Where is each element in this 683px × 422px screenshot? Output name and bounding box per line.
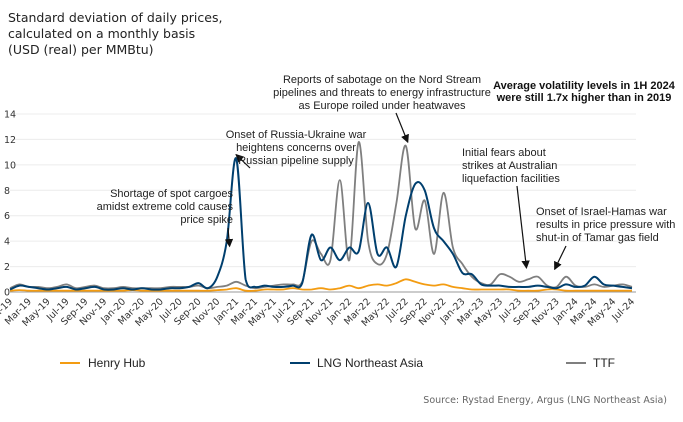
annotation-nordstream-line-2: pipelines and threats to energy infrastr…	[273, 87, 491, 99]
chart-title-line-1: Standard deviation of daily prices,	[8, 10, 223, 25]
annotation-nordstream-line-1: Reports of sabotage on the Nord Stream	[283, 74, 481, 86]
y-tick-label: 14	[4, 110, 16, 121]
y-tick-label: 0	[4, 288, 10, 299]
annotation-spot-line-2: amidst extreme cold causes	[97, 201, 234, 213]
legend: Henry Hub LNG Northeast Asia TTF	[60, 356, 615, 370]
annotation-australia-line-2: strikes at Australian	[462, 160, 557, 172]
x-axis-ticks: Jan-19Mar-19May-19Jul-19Sep-19Nov-19Jan-…	[0, 296, 637, 329]
legend-label-ttf: TTF	[593, 356, 615, 370]
y-tick-label: 12	[4, 135, 16, 146]
annotation-ukraine-line-1: Onset of Russia-Ukraine war	[226, 129, 367, 141]
y-tick-label: 4	[4, 237, 10, 248]
arrow-israel	[554, 245, 567, 271]
annotation-volatility-line-1: Average volatility levels in 1H 2024	[493, 80, 676, 92]
annotation-nordstream-line-3: as Europe roiled under heatwaves	[299, 100, 466, 112]
annotation-spot-line-3: price spike	[180, 214, 233, 226]
annotation-australia-line-3: liquefaction facilities	[462, 173, 560, 185]
y-tick-label: 8	[4, 186, 10, 197]
annotation-spot-line-1: Shortage of spot cargoes	[110, 188, 233, 200]
legend-label-henry-hub: Henry Hub	[88, 356, 146, 370]
arrow-spot	[224, 227, 234, 248]
chart-title-line-2: calculated on a monthly basis	[8, 26, 196, 41]
series-line-lng-northeast-asia	[9, 157, 633, 291]
annotation-ukraine: Onset of Russia-Ukraine war heightens co…	[226, 129, 367, 167]
arrow-ukraine	[235, 153, 251, 169]
series-lines	[9, 141, 633, 292]
annotation-ukraine-line-3: Russian pipeline supply	[238, 155, 354, 167]
annotation-israel: Onset of Israel-Hamas war results in pri…	[536, 206, 675, 244]
annotation-spot: Shortage of spot cargoes amidst extreme …	[97, 188, 234, 226]
annotation-nordstream: Reports of sabotage on the Nord Stream p…	[273, 74, 491, 112]
series-line-henry-hub	[9, 278, 632, 292]
y-tick-label: 2	[4, 262, 10, 273]
arrow-nordstream	[395, 112, 409, 144]
y-axis-ticks: 0 2 4 6 8 10 12 14	[4, 110, 16, 299]
chart-title-line-3: (USD (real) per MMBtu)	[8, 42, 154, 57]
annotation-australia: Initial fears about strikes at Australia…	[462, 147, 560, 185]
source-note: Source: Rystad Energy, Argus (LNG Northe…	[423, 395, 667, 406]
annotation-australia-line-1: Initial fears about	[462, 147, 546, 159]
annotation-israel-line-1: Onset of Israel-Hamas war	[536, 206, 667, 218]
annotation-israel-line-3: shut-in of Tamar gas field	[536, 232, 659, 244]
arrow-australia	[516, 185, 530, 270]
chart-title: Standard deviation of daily prices, calc…	[8, 10, 222, 58]
annotation-arrows	[224, 112, 567, 271]
annotation-israel-line-2: results in price pressure with	[536, 219, 675, 231]
series-line-ttf	[9, 141, 633, 290]
annotation-volatility: Average volatility levels in 1H 2024 wer…	[493, 80, 676, 104]
y-tick-label: 6	[4, 211, 10, 222]
y-tick-label: 10	[4, 160, 16, 171]
annotation-ukraine-line-2: heightens concerns over	[236, 142, 356, 154]
annotation-volatility-line-2: were still 1.7x higher than in 2019	[496, 92, 672, 104]
gridlines	[10, 113, 636, 293]
legend-label-lng: LNG Northeast Asia	[317, 356, 423, 370]
